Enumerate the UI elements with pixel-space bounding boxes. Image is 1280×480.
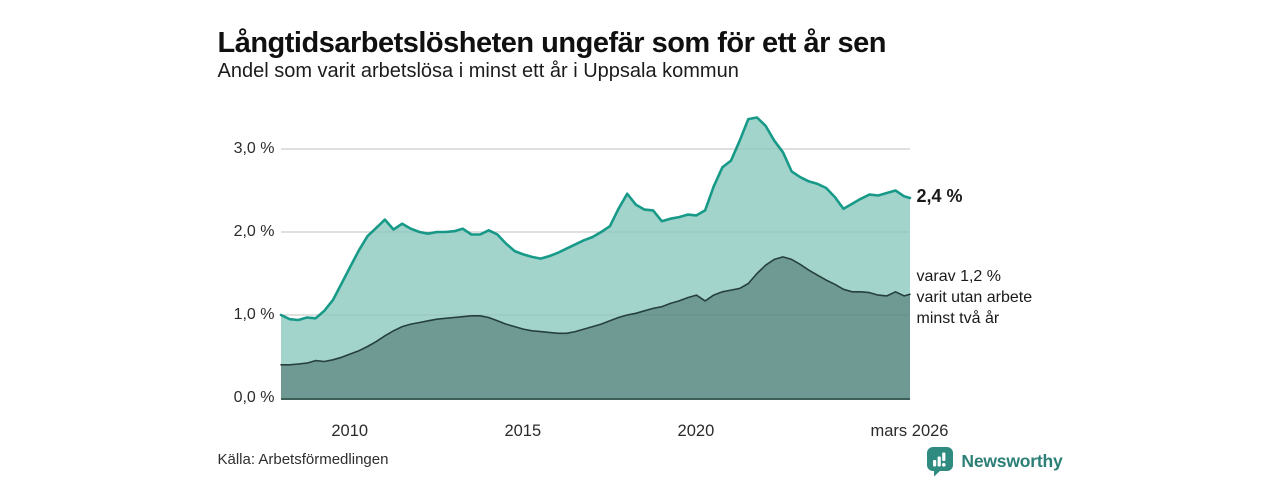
newsworthy-logo-icon xyxy=(927,447,954,477)
subset-annotation-line: varav 1,2 % xyxy=(916,268,1001,285)
page-title: Långtidsarbetslösheten ungefär som för e… xyxy=(217,27,887,60)
subset-annotation: varav 1,2 % varit utan arbete minst två … xyxy=(917,266,1033,329)
y-axis-tick: 3,0 % xyxy=(233,140,275,157)
y-axis-tick: 1,0 % xyxy=(233,306,275,323)
newsworthy-logo: Newsworthy xyxy=(926,446,1063,477)
newsworthy-wordmark: Newsworthy xyxy=(961,451,1063,471)
source-note: Källa: Arbetsförmedlingen xyxy=(217,451,389,468)
page-subtitle: Andel som varit arbetslösa i minst ett å… xyxy=(217,60,739,82)
series-end-value-label: 2,4 % xyxy=(916,186,963,206)
x-axis-tick: 2020 xyxy=(677,422,715,440)
y-axis-tick: 2,0 % xyxy=(233,223,275,240)
x-axis-tick: 2015 xyxy=(504,422,542,440)
subset-annotation-line: varit utan arbete xyxy=(916,289,1033,306)
chart-card: Långtidsarbetslösheten ungefär som för e… xyxy=(217,0,1063,480)
area-chart xyxy=(279,116,911,400)
x-axis-tick: 2010 xyxy=(331,422,369,440)
y-axis-tick: 0,0 % xyxy=(233,389,275,406)
subset-annotation-line: minst två år xyxy=(916,310,1000,327)
x-axis-tick: mars 2026 xyxy=(870,422,949,440)
